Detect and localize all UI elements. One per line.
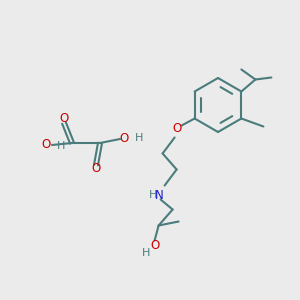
Text: N: N bbox=[155, 189, 164, 202]
Text: O: O bbox=[172, 122, 181, 135]
Text: O: O bbox=[41, 139, 51, 152]
Text: O: O bbox=[59, 112, 69, 125]
Text: O: O bbox=[92, 163, 100, 176]
Text: H: H bbox=[135, 133, 143, 143]
Text: O: O bbox=[150, 239, 159, 252]
Text: O: O bbox=[119, 133, 129, 146]
Text: H: H bbox=[141, 248, 150, 259]
Text: H: H bbox=[57, 141, 65, 151]
Text: H: H bbox=[148, 190, 157, 200]
